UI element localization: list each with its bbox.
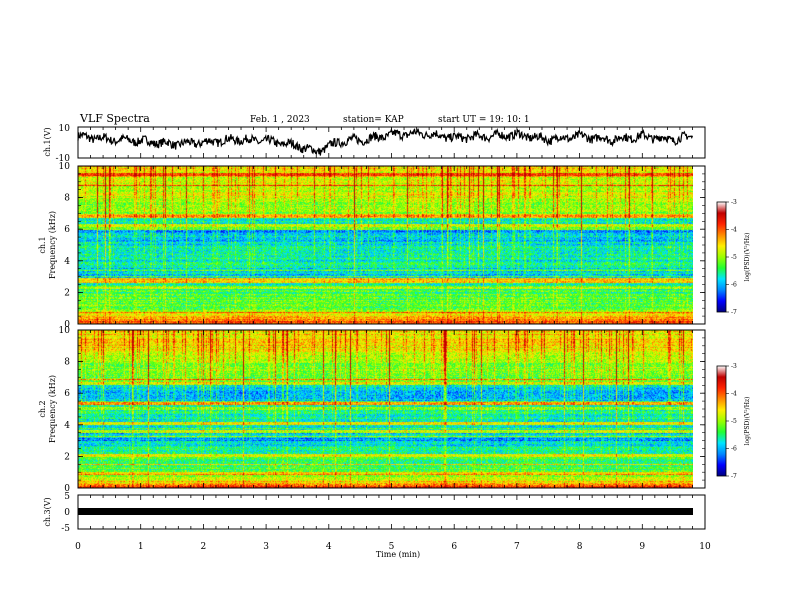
ch2-spectrogram-channel-label: ch.2 <box>38 400 47 417</box>
frequency-tick-label: 10 <box>59 162 71 172</box>
ch1-spectrogram-panel: 0 2 4 6 8 10 ch.1 Frequency (kHz) <box>38 162 706 330</box>
colorbar-tick-label: -3 <box>731 363 737 370</box>
ch1-colorbar-label: log(PSD)(V²/Hz) <box>744 233 751 282</box>
frequency-tick-label: 10 <box>59 326 71 336</box>
ch3-ytick-bottom: -5 <box>61 524 70 534</box>
colorbar-tick-label: -7 <box>731 309 737 316</box>
frequency-tick-label: 0 <box>64 320 70 330</box>
time-axis-tick-label: 5 <box>389 542 395 552</box>
ch2-spectrogram-ticks <box>77 329 706 489</box>
frequency-tick-label: 4 <box>64 421 70 431</box>
time-axis-tick-label: 9 <box>639 542 645 552</box>
date-label: Feb. 1 , 2023 <box>250 115 310 125</box>
ch1-colorbar-ticks: -3 -4 -5 -6 -7 <box>726 199 737 316</box>
ch2-colorbar-ticks: -3 -4 -5 -6 -7 <box>726 363 737 480</box>
ch2-colorbar-gradient <box>716 365 727 477</box>
time-axis-tick-label: 3 <box>263 542 269 552</box>
frequency-tick-label: 6 <box>64 389 70 399</box>
ch1-ytick-top: 10 <box>59 124 71 134</box>
time-axis-tick-label: 7 <box>514 542 520 552</box>
figure-title: VLF Spectra <box>79 112 150 125</box>
time-axis-tick-labels: 0 1 2 3 4 5 6 7 8 9 10 <box>75 542 711 552</box>
ch2-colorbar: -3 -4 -5 -6 -7 log(PSD)(V²/Hz) <box>716 363 751 480</box>
time-axis-label: Time (min) <box>376 550 420 559</box>
colorbar-tick-label: -5 <box>731 254 737 261</box>
ch2-spectrogram-ytick-labels: 0 2 4 6 8 10 <box>59 326 71 494</box>
colorbar-tick-label: -7 <box>731 473 737 480</box>
ch1-waveform-line <box>77 127 694 156</box>
time-axis-tick-label: 0 <box>75 542 81 552</box>
ch3-waveform-ticks <box>77 495 706 529</box>
colorbar-tick-label: -3 <box>731 199 737 206</box>
ch2-spectrogram-image <box>78 330 693 488</box>
ch2-spectrogram-panel: 0 2 4 6 8 10 ch.2 Frequency (kHz) <box>38 326 706 494</box>
frequency-tick-label: 6 <box>64 225 70 235</box>
ch1-spectrogram-image <box>78 166 693 324</box>
time-axis-tick-label: 6 <box>451 542 457 552</box>
ch3-waveform-ylabel: ch.3(V) <box>43 497 52 526</box>
ch3-waveform-panel: 5 0 -5 ch.3(V) <box>43 492 706 534</box>
colorbar-tick-label: -6 <box>731 446 737 453</box>
ch1-waveform-ylabel: ch.1(V) <box>43 127 52 156</box>
ch1-spectrogram-ylabel: Frequency (kHz) <box>48 211 57 279</box>
time-axis-tick-label: 1 <box>138 542 144 552</box>
frequency-tick-label: 2 <box>64 452 70 462</box>
frequency-tick-label: 2 <box>64 288 70 298</box>
frequency-tick-label: 8 <box>64 194 70 204</box>
ch1-spectrogram-channel-label: ch.1 <box>38 236 47 253</box>
ch3-waveform-trace <box>78 508 693 515</box>
ch2-spectrogram-ylabel: Frequency (kHz) <box>48 375 57 443</box>
ch1-ytick-bottom: -10 <box>56 154 71 164</box>
time-axis-tick-label: 8 <box>577 542 583 552</box>
ch1-waveform-ticks <box>77 127 706 158</box>
frequency-tick-label: 0 <box>64 484 70 494</box>
ch1-colorbar: -3 -4 -5 -6 -7 log(PSD)(V²/Hz) <box>716 199 751 316</box>
station-label: station= KAP <box>343 115 404 125</box>
ch1-colorbar-gradient <box>716 201 727 313</box>
colorbar-tick-label: -5 <box>731 418 737 425</box>
ch3-ytick-middle: 0 <box>64 508 70 518</box>
time-axis-tick-label: 2 <box>201 542 207 552</box>
colorbar-tick-label: -6 <box>731 282 737 289</box>
ch1-spectrogram-ticks <box>77 165 706 325</box>
frequency-tick-label: 8 <box>64 358 70 368</box>
colorbar-tick-label: -4 <box>731 391 737 398</box>
ch1-waveform-panel: 10 -10 ch.1(V) <box>43 124 706 164</box>
ch3-ytick-top: 5 <box>64 492 70 502</box>
time-axis-tick-label: 4 <box>326 542 332 552</box>
ch1-spectrogram-ytick-labels: 0 2 4 6 8 10 <box>59 162 71 330</box>
time-axis-tick-label: 10 <box>699 542 711 552</box>
frequency-tick-label: 4 <box>64 257 70 267</box>
start-time-label: start UT = 19: 10: 1 <box>438 115 530 125</box>
colorbar-tick-label: -4 <box>731 227 737 234</box>
ch2-colorbar-label: log(PSD)(V²/Hz) <box>744 397 751 446</box>
